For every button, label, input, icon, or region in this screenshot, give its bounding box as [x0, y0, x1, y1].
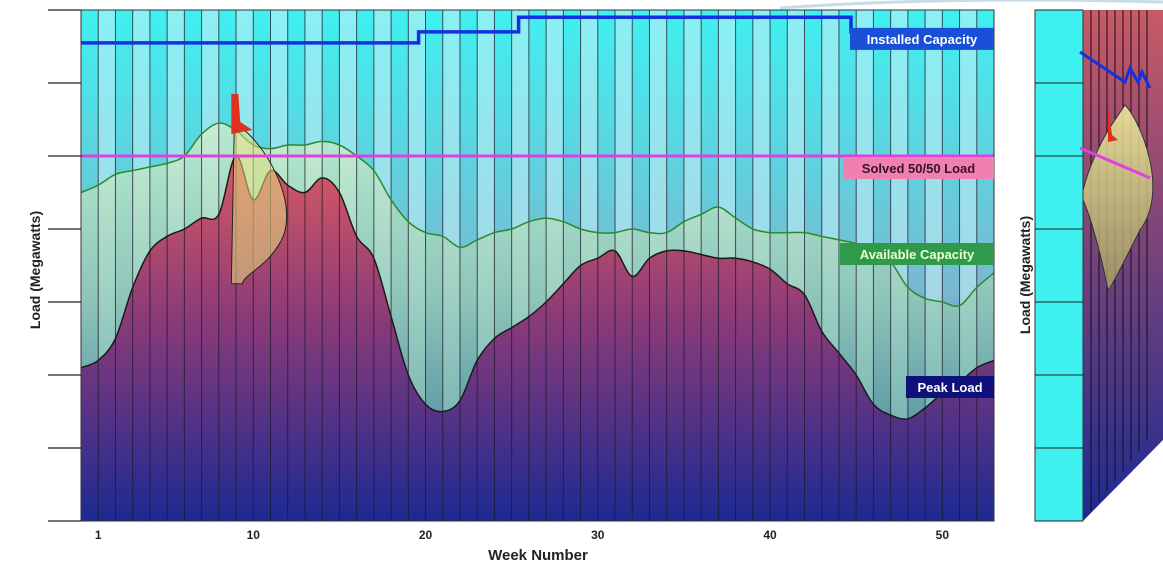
- peak-load-area: [81, 155, 994, 521]
- x-tick-label: 30: [591, 528, 605, 542]
- x-tick-label: 50: [936, 528, 950, 542]
- distribution-peak: [231, 93, 253, 134]
- legend-label-bg: [850, 27, 994, 50]
- legend: Installed Capacity Solved 50/50 Load Avail…: [840, 27, 994, 398]
- y-axis-label: Load (Megawatts): [27, 211, 43, 329]
- legend-label: Solved 50/50 Load: [862, 161, 975, 176]
- x-axis-ticks: 1 10 20 30 40 50: [95, 528, 949, 542]
- week-dividers: [97, 10, 978, 521]
- x-tick-label: 1: [95, 528, 102, 542]
- side-spike: [1108, 105, 1118, 142]
- legend-label-bg: [843, 157, 994, 179]
- legend-label-bg: [840, 243, 994, 265]
- decor-line: [779, 0, 1163, 10]
- legend-label: Available Capacity: [860, 247, 975, 262]
- plot-frame: [80, 9, 995, 522]
- x-tick-label: 20: [419, 528, 433, 542]
- x-tick-label: 40: [763, 528, 777, 542]
- side-y-ticks: [1035, 9, 1083, 522]
- side-view: Load (Megawatts): [1017, 9, 1163, 522]
- x-axis-label: Week Number: [488, 547, 588, 564]
- side-front-panel: [1034, 9, 1084, 522]
- distribution-spike: [230, 93, 288, 285]
- side-installed-line: [1079, 50, 1152, 89]
- legend-label: Peak Load: [917, 380, 982, 395]
- plot-area: [81, 10, 994, 521]
- y-axis-ticks: [48, 9, 81, 522]
- side-distribution: [1082, 104, 1154, 291]
- distribution-curve: [230, 123, 288, 285]
- legend-label-bg: [906, 376, 994, 398]
- side-solved-line: [1079, 146, 1151, 180]
- legend-label: Installed Capacity: [867, 32, 978, 47]
- side-y-axis-label: Load (Megawatts): [1017, 216, 1033, 334]
- x-tick-label: 10: [247, 528, 261, 542]
